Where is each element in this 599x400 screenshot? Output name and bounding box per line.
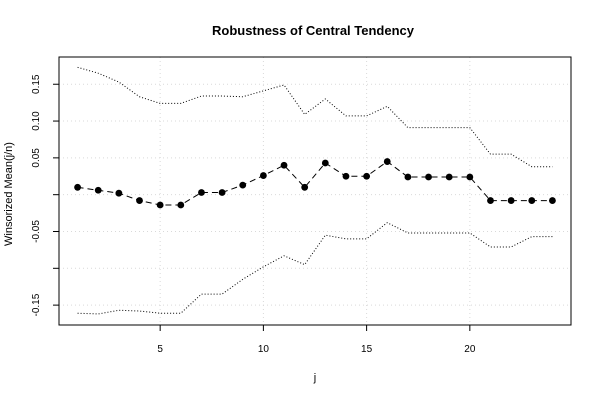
data-point-mean <box>280 161 288 169</box>
data-point-mean <box>425 173 432 181</box>
x-axis-label: j <box>313 372 316 384</box>
data-point-mean <box>507 197 515 204</box>
grid <box>59 57 571 325</box>
data-point-mean <box>342 172 350 180</box>
data-point-mean <box>301 183 309 191</box>
series-line-upper <box>77 66 553 168</box>
data-point-mean <box>383 158 391 165</box>
data-point-mean <box>218 189 226 196</box>
data-point-mean <box>466 173 474 181</box>
data-point-mean <box>239 181 247 189</box>
y-tick-label: -0.05 <box>31 220 42 243</box>
data-point-mean <box>528 197 536 204</box>
series-layer <box>74 66 556 315</box>
data-point-mean <box>115 189 123 197</box>
axes: 5 10 15 20 -0.15 -0.05 0.05 0.10 0.15 <box>31 74 476 355</box>
data-point-mean <box>445 173 453 181</box>
data-point-mean <box>94 186 102 194</box>
data-point-mean <box>136 197 143 204</box>
y-tick-label: 0.05 <box>31 148 42 168</box>
data-point-mean <box>156 201 164 209</box>
y-tick-label: -0.15 <box>31 293 42 316</box>
data-point-mean <box>404 173 412 181</box>
plot-frame <box>58 56 572 326</box>
data-point-mean <box>74 183 81 191</box>
data-point-mean <box>177 201 185 209</box>
y-tick-label: 0.10 <box>31 111 42 131</box>
data-point-mean <box>321 159 329 167</box>
data-point-mean <box>549 197 556 204</box>
data-point-mean <box>259 172 267 179</box>
x-tick-label: 10 <box>258 344 270 355</box>
series-line-mean <box>77 160 553 206</box>
x-tick-label: 15 <box>361 344 373 355</box>
chart-title: Robustness of Central Tendency <box>212 23 415 38</box>
data-point-mean <box>487 197 494 204</box>
data-point-mean <box>363 172 371 180</box>
x-tick-label: 20 <box>464 344 476 355</box>
x-tick-label: 5 <box>157 344 163 355</box>
y-tick-label: 0.15 <box>31 74 42 94</box>
data-point-mean <box>198 189 205 196</box>
y-axis-label: Winsorized Mean(j/n) <box>3 142 15 246</box>
